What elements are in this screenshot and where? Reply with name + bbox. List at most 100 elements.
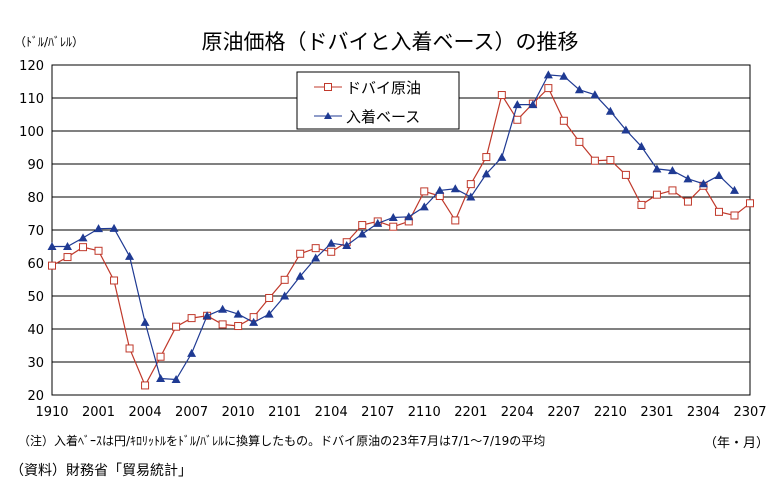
data-point-1-2301 [652, 164, 662, 173]
data-point-1-1910 [47, 242, 57, 250]
data-point-0-2212 [637, 200, 646, 209]
y-tick-label-120: 120 [19, 59, 44, 74]
data-point-0-2306 [730, 211, 739, 220]
data-point-1-2004 [140, 317, 150, 326]
data-point-0-2201 [466, 180, 475, 189]
data-point-1-2302 [667, 166, 677, 175]
data-point-0-2112 [451, 216, 460, 225]
data-point-1-2305 [714, 171, 724, 180]
data-point-0-2012 [265, 293, 274, 302]
data-point-0-2006 [172, 322, 181, 331]
x-tick-label-2110: 2110 [408, 405, 441, 420]
data-point-1-1911 [63, 242, 73, 250]
data-point-1-2007 [187, 348, 197, 357]
x-tick-label-2207: 2207 [547, 405, 580, 420]
data-point-0-2208 [575, 137, 584, 146]
x-tick-label-2001: 2001 [82, 405, 115, 420]
data-point-0-2007 [187, 314, 196, 323]
x-axis-ticks: 1910 2001 2004 2007 2010 2101 2104 2107 2110 2201… [35, 405, 766, 420]
data-point-0-2103 [311, 244, 320, 253]
x-tick-label-2210: 2210 [594, 405, 627, 420]
data-point-0-1911 [63, 253, 72, 262]
y-tick-label-30: 30 [27, 356, 44, 371]
x-tick-label-2101: 2101 [268, 405, 301, 420]
data-point-0-2204 [513, 115, 522, 124]
data-point-0-2003 [125, 344, 134, 353]
data-point-0-2002 [110, 276, 119, 285]
data-point-1-2008 [202, 311, 212, 320]
x-tick-label-2007: 2007 [175, 405, 208, 420]
x-tick-label-2204: 2204 [501, 405, 534, 420]
legend-label-landed: 入着ベース [346, 108, 420, 126]
data-point-0-2102 [296, 249, 305, 258]
data-point-1-2107 [373, 218, 383, 227]
y-tick-label-60: 60 [27, 257, 44, 272]
x-tick-label-2201: 2201 [454, 405, 487, 420]
y-tick-label-50: 50 [27, 290, 44, 305]
data-point-1-2009 [218, 304, 228, 313]
data-point-1-2205 [528, 100, 538, 109]
data-point-1-2212 [636, 142, 646, 151]
data-point-1-2005 [156, 374, 166, 382]
data-point-1-2001 [94, 224, 104, 233]
data-point-0-2004 [141, 381, 150, 390]
data-point-0-2005 [156, 352, 165, 361]
data-point-1-2201 [466, 192, 476, 201]
data-point-1-2108 [388, 212, 398, 221]
series-dubai-crude [48, 84, 754, 390]
data-point-0-2211 [621, 170, 630, 179]
data-point-1-2202 [481, 169, 491, 178]
data-point-1-2304 [698, 179, 708, 188]
footnote: （注）入着ﾍﾞｰｽは円/ｷﾛﾘｯﾄﾙをﾄﾞﾙ/ﾊﾞﾚﾙに換算したもの。ドバイ原油… [18, 434, 546, 448]
data-point-0-2009 [218, 320, 227, 329]
chart-title: 原油価格（ドバイと入着ベース）の推移 [201, 30, 579, 54]
data-point-0-2303 [683, 197, 692, 206]
x-tick-label-1910: 1910 [35, 405, 68, 420]
data-point-1-2102 [295, 271, 305, 280]
legend-marker-dubai [324, 83, 332, 91]
series-landed-basis [47, 70, 739, 383]
data-point-0-2203 [497, 91, 506, 100]
y-axis-unit-label: （ﾄﾞﾙ/ﾊﾞﾚﾙ） [14, 35, 85, 49]
data-point-1-2111 [435, 185, 445, 194]
data-point-0-2108 [389, 222, 398, 231]
data-point-1-2306 [729, 185, 739, 194]
data-point-1-2002 [109, 223, 119, 232]
data-point-1-2110 [419, 202, 429, 211]
x-tick-label-2010: 2010 [222, 405, 255, 420]
data-point-0-2001 [94, 246, 103, 255]
data-point-1-2211 [621, 125, 631, 134]
x-tick-label-2307: 2307 [733, 405, 766, 420]
data-point-0-2202 [482, 153, 491, 162]
x-tick-label-2104: 2104 [315, 405, 348, 420]
y-tick-label-80: 80 [27, 191, 44, 206]
data-point-0-2307 [746, 199, 754, 208]
series-group [47, 70, 754, 390]
data-point-1-2003 [125, 251, 135, 260]
data-point-0-1910 [48, 261, 56, 270]
data-point-1-1912 [78, 233, 88, 242]
data-point-1-2112 [450, 184, 460, 193]
source-note: （資料）財務省「貿易統計」 [10, 463, 192, 479]
data-point-1-2010 [233, 309, 243, 318]
x-tick-label-2301: 2301 [640, 405, 673, 420]
y-tick-label-100: 100 [19, 125, 44, 140]
data-point-0-2210 [606, 156, 615, 165]
data-point-0-1912 [79, 243, 88, 252]
y-tick-label-70: 70 [27, 224, 44, 239]
data-point-0-2301 [652, 190, 661, 199]
data-point-1-2105 [342, 241, 352, 250]
y-tick-label-90: 90 [27, 158, 44, 173]
data-point-1-2210 [605, 106, 615, 115]
y-tick-label-40: 40 [27, 323, 44, 338]
y-tick-label-20: 20 [27, 389, 44, 404]
data-point-1-2109 [404, 212, 414, 221]
data-point-0-2110 [420, 187, 429, 196]
y-axis-ticks: 20 30 40 50 60 70 80 90 100 110 120 [19, 59, 44, 404]
data-point-1-2209 [590, 90, 600, 99]
data-point-1-2206 [543, 70, 553, 79]
data-point-1-2012 [264, 309, 274, 318]
data-point-1-2207 [559, 71, 569, 80]
legend-label-dubai: ドバイ原油 [346, 79, 421, 97]
